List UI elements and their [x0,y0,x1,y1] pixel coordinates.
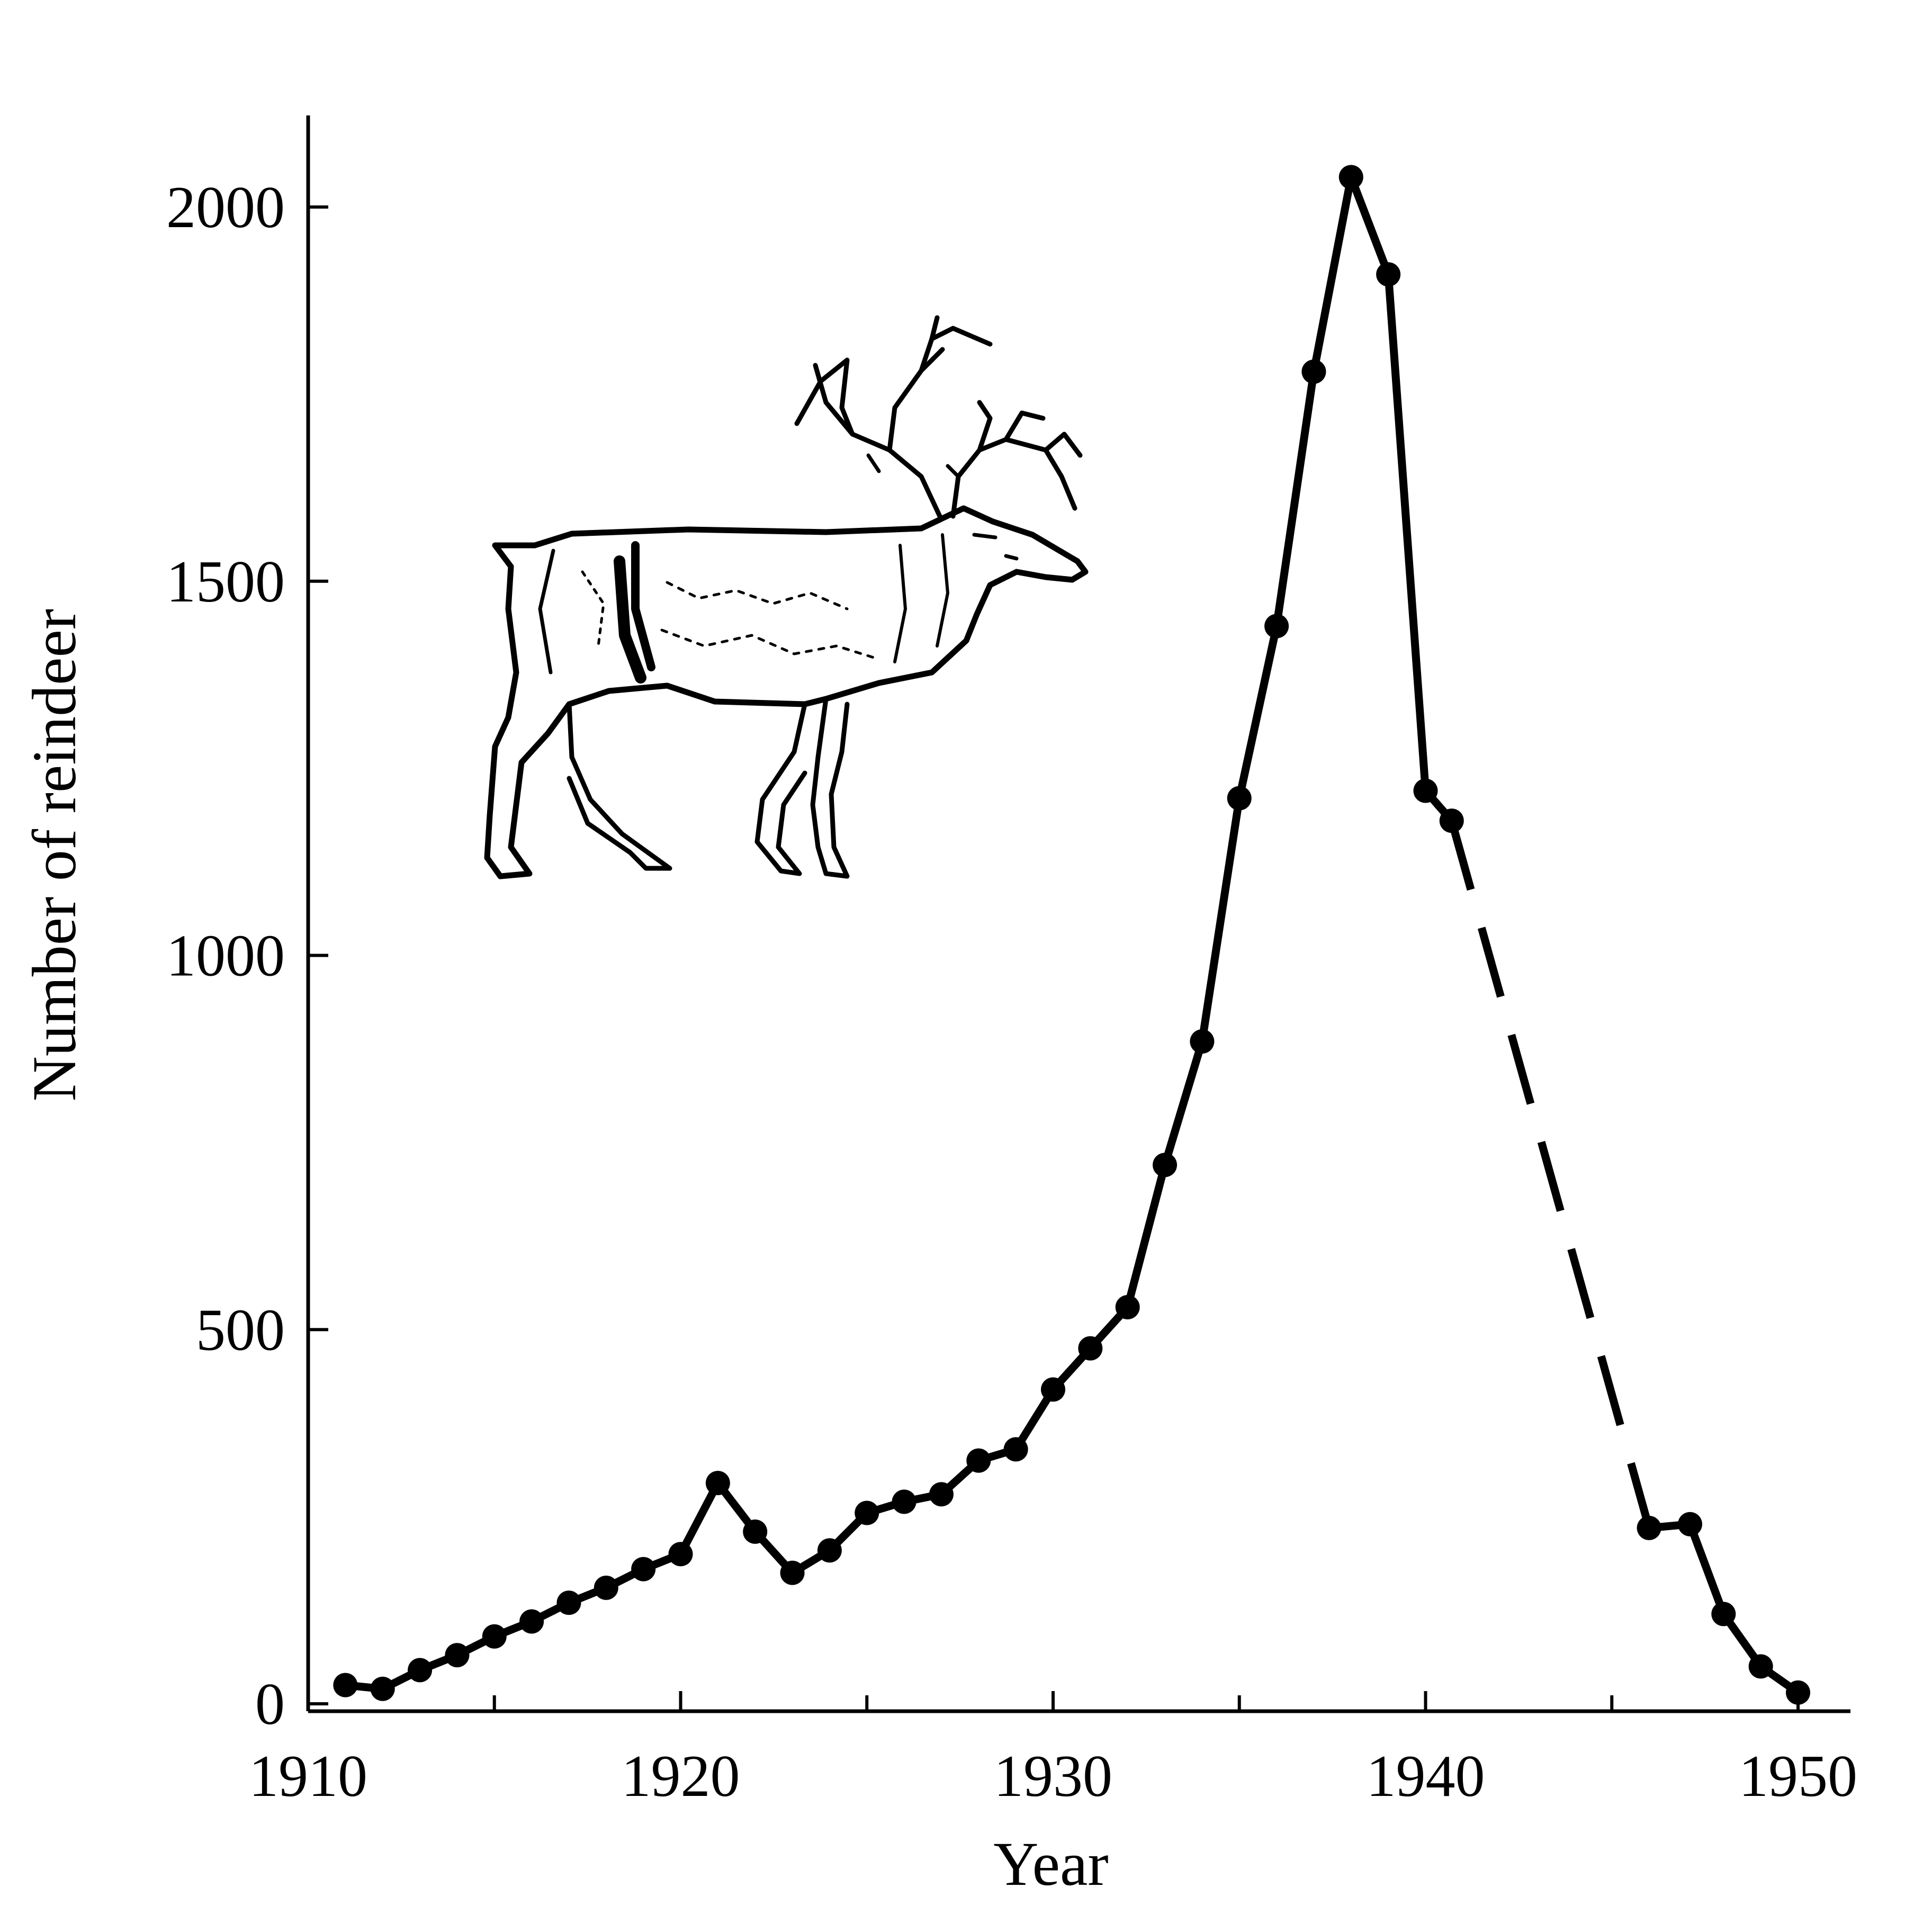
x-tick-label: 1940 [1367,1744,1485,1809]
data-point [1003,1437,1028,1462]
y-tick-label: 0 [255,1672,285,1737]
data-point [817,1538,842,1563]
y-tick-label: 2000 [166,175,285,240]
data-point [668,1542,693,1567]
data-point [705,1471,730,1496]
y-tick-label: 1500 [166,549,285,615]
data-point [556,1590,581,1615]
x-axis-title: Year [993,1829,1108,1899]
data-point [1786,1680,1810,1705]
x-tick-label: 1950 [1739,1744,1857,1809]
x-tick-label: 1920 [622,1744,740,1809]
data-point [1041,1377,1065,1402]
data-point [1413,778,1438,803]
data-point [482,1624,507,1649]
data-point [1190,1029,1215,1054]
data-point [966,1448,991,1473]
data-point [1711,1602,1736,1627]
data-point [631,1557,656,1581]
data-point [892,1489,916,1514]
data-point [408,1658,433,1683]
y-axis-title: Number of reindeer [20,609,89,1101]
data-point [1153,1153,1178,1178]
x-tick-label: 1930 [994,1744,1112,1809]
x-tick-label: 1910 [249,1744,367,1809]
data-point [929,1482,954,1507]
reindeer-drawing [484,315,1089,879]
data-points [333,165,1810,1705]
data-point [594,1575,618,1600]
data-point [743,1519,768,1544]
axes [306,115,1850,1713]
data-point [1439,808,1464,833]
data-point [1338,165,1363,190]
data-point [1637,1515,1661,1540]
data-point [1264,614,1289,639]
data-point [1227,786,1252,811]
y-tick-label: 500 [196,1297,285,1363]
series-lines [345,173,1801,1696]
data-point [1677,1512,1702,1536]
data-point [780,1560,805,1585]
tick-labels: 1910 1920 1930 1940 1950 0 500 1000 1500 2000 [166,175,1857,1809]
data-point [855,1500,879,1525]
data-point [445,1643,470,1668]
data-point [1376,262,1401,287]
ticks [307,205,1800,1711]
data-point [1115,1295,1140,1319]
data-point [370,1676,395,1701]
data-point [1301,359,1326,384]
series-line-2-dashed [1448,820,1653,1529]
data-point [1748,1654,1773,1679]
data-point [1078,1336,1103,1361]
data-point [519,1609,544,1634]
data-point [333,1673,358,1697]
y-tick-label: 1000 [166,923,285,989]
